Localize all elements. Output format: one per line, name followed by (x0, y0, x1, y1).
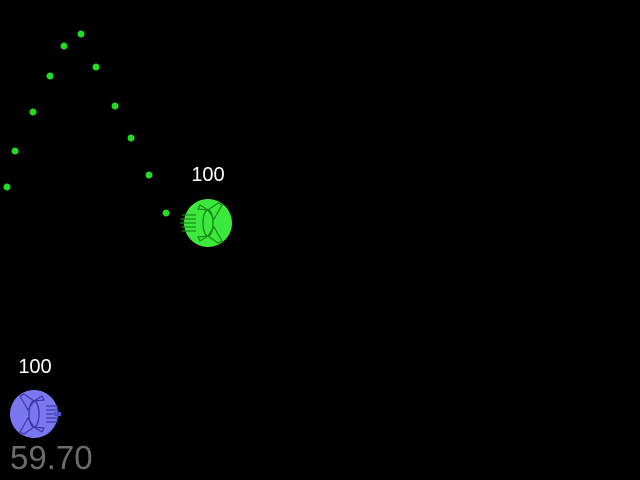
bullet (3, 183, 11, 191)
blue-player-health: 100 (18, 356, 52, 378)
bullet (162, 209, 170, 217)
bullet (60, 42, 68, 50)
bullet-trail (3, 30, 170, 217)
player-ship-blue (10, 390, 61, 438)
player-ship-green (180, 199, 232, 247)
bullet (29, 108, 37, 116)
bullet (77, 30, 85, 38)
bullet (11, 147, 19, 155)
fps-counter: 59.70 (10, 439, 93, 476)
bullet (46, 72, 54, 80)
bullet (111, 102, 119, 110)
bullet (127, 134, 135, 142)
green-player-health: 100 (191, 164, 225, 186)
bullet (145, 171, 153, 179)
bullet (92, 63, 100, 71)
